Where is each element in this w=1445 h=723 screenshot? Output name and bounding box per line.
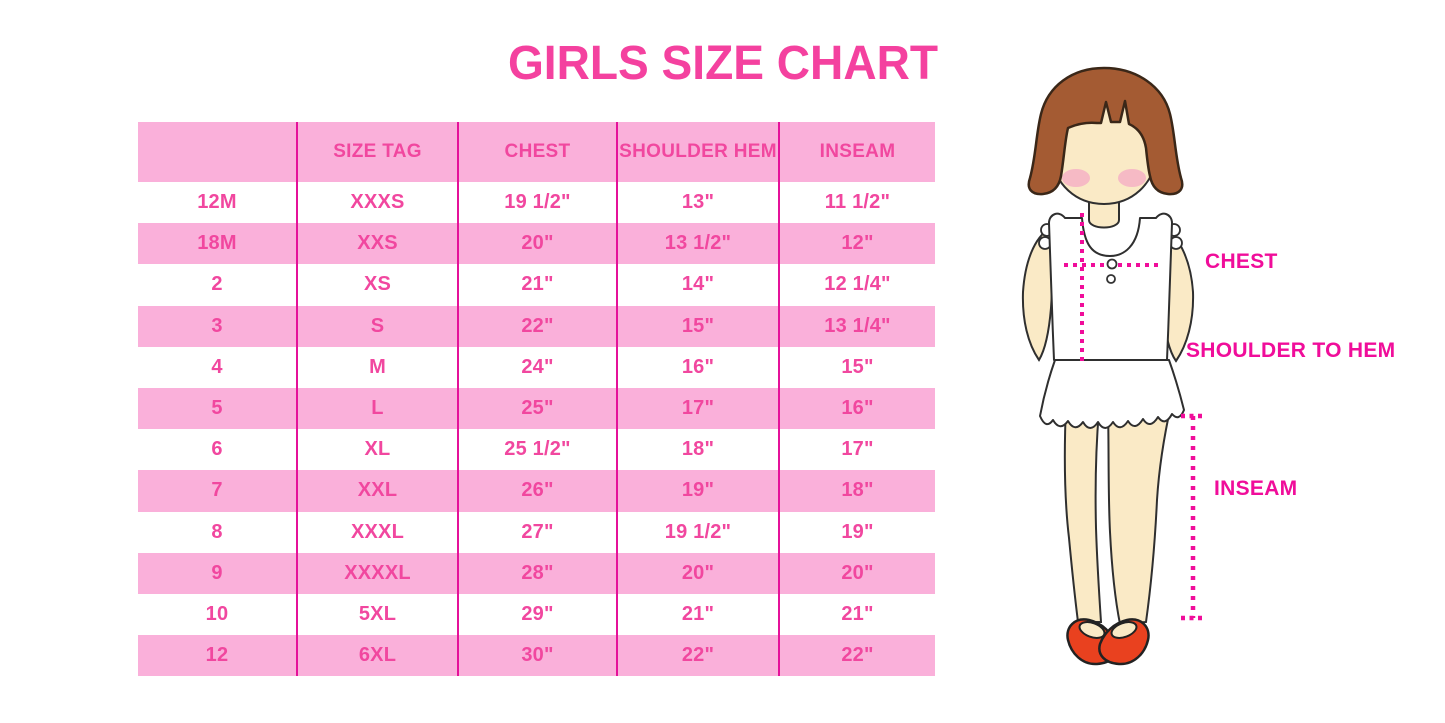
measurement-cell: M xyxy=(296,346,457,388)
table-row: 4 M 24" 16" 15" xyxy=(138,346,935,388)
measurement-cell: 13 1/4" xyxy=(778,305,935,347)
measurement-cell: XXS xyxy=(296,223,457,265)
measurement-cell: 20" xyxy=(778,552,935,594)
measurement-cell: 20" xyxy=(457,223,616,265)
measurement-cell: 22" xyxy=(616,635,778,677)
measurement-cell: 22" xyxy=(457,305,616,347)
measurement-cell: 26" xyxy=(457,470,616,512)
measurement-cell: 6XL xyxy=(296,635,457,677)
shirt-button-2 xyxy=(1106,274,1116,284)
table-header-row: SIZE TAG CHEST SHOULDER HEM INSEAM xyxy=(138,122,935,182)
column-header: CHEST xyxy=(457,122,616,182)
size-cell: 10 xyxy=(138,593,296,636)
size-cell: 4 xyxy=(138,346,296,388)
measurement-cell: L xyxy=(296,387,457,430)
table-row: 10 5XL 29" 21" 21" xyxy=(138,593,935,636)
shoe-right-opening xyxy=(1110,621,1138,639)
table-row: 2 XS 21" 14" 12 1/4" xyxy=(138,264,935,306)
measurement-cell: 19" xyxy=(616,470,778,512)
measurement-cell: 18" xyxy=(778,470,935,512)
measurement-cell: 5XL xyxy=(296,593,457,636)
measurement-cell: XXXXL xyxy=(296,552,457,594)
blush-left xyxy=(1062,169,1090,187)
measurement-cell: XS xyxy=(296,264,457,306)
size-cell: 9 xyxy=(138,552,296,594)
measurement-cell: 21" xyxy=(616,593,778,636)
table-row: 12M XXXS 19 1/2" 13" 11 1/2" xyxy=(138,182,935,224)
measurement-cell: XXL xyxy=(296,470,457,512)
measurement-cell: 17" xyxy=(778,429,935,471)
corner-cell xyxy=(138,122,296,182)
page-title: GIRLS SIZE CHART xyxy=(507,37,939,90)
column-header: SIZE TAG xyxy=(296,122,457,182)
measurement-cell: 15" xyxy=(616,305,778,347)
measurement-cell: 29" xyxy=(457,593,616,636)
measurement-cell: 21" xyxy=(778,593,935,636)
measurement-cell: 12 1/4" xyxy=(778,264,935,306)
measurement-cell: 15" xyxy=(778,346,935,388)
measurement-cell: 16" xyxy=(616,346,778,388)
measurement-cell: 18" xyxy=(616,429,778,471)
shoulder-to-hem-label: SHOULDER TO HEM xyxy=(1186,339,1396,362)
girl-leg-left xyxy=(1063,403,1103,623)
size-cell: 12M xyxy=(138,182,296,224)
size-cell: 8 xyxy=(138,511,296,553)
table-row: 7 XXL 26" 19" 18" xyxy=(138,470,935,512)
measurement-cell: 16" xyxy=(778,387,935,430)
blush-right xyxy=(1118,169,1146,187)
measurement-cell: 13" xyxy=(616,182,778,224)
size-cell: 3 xyxy=(138,305,296,347)
size-cell: 6 xyxy=(138,429,296,471)
size-chart-table: SIZE TAG CHEST SHOULDER HEM INSEAM 12M XXXS 19… xyxy=(138,122,935,677)
measurement-cell: 21" xyxy=(457,264,616,306)
measurement-cell: XXXL xyxy=(296,511,457,553)
girl-top xyxy=(1048,212,1173,361)
girl-hair xyxy=(1027,66,1184,196)
chest-label: CHEST xyxy=(1205,250,1278,273)
measurement-cell: S xyxy=(296,305,457,347)
shirt-button-1 xyxy=(1106,258,1118,270)
girl-figure-illustration xyxy=(980,60,1445,723)
measurement-cell: 19 1/2" xyxy=(616,511,778,553)
column-header: SHOULDER HEM xyxy=(616,122,778,182)
size-cell: 5 xyxy=(138,387,296,430)
measurement-cell: 22" xyxy=(778,635,935,677)
table-row: 9 XXXXL 28" 20" 20" xyxy=(138,552,935,594)
table-row: 6 XL 25 1/2" 18" 17" xyxy=(138,429,935,471)
measurement-cell: 25" xyxy=(457,387,616,430)
measurement-cell: 20" xyxy=(616,552,778,594)
measurement-cell: 27" xyxy=(457,511,616,553)
size-cell: 12 xyxy=(138,635,296,677)
measurement-cell: 12" xyxy=(778,223,935,265)
measurement-cell: 17" xyxy=(616,387,778,430)
table-row: 5 L 25" 17" 16" xyxy=(138,387,935,430)
table-row: 12 6XL 30" 22" 22" xyxy=(138,635,935,677)
measurement-cell: 14" xyxy=(616,264,778,306)
table-row: 3 S 22" 15" 13 1/4" xyxy=(138,305,935,347)
measurement-cell: 28" xyxy=(457,552,616,594)
measurement-cell: 19 1/2" xyxy=(457,182,616,224)
size-cell: 18M xyxy=(138,223,296,265)
measurement-cell: 24" xyxy=(457,346,616,388)
measurement-cell: XXXS xyxy=(296,182,457,224)
girl-skirt xyxy=(1039,359,1185,429)
inseam-label: INSEAM xyxy=(1214,477,1298,500)
table-row: 8 XXXL 27" 19 1/2" 19" xyxy=(138,511,935,553)
table-row: 18M XXS 20" 13 1/2" 12" xyxy=(138,223,935,265)
measurement-cell: 13 1/2" xyxy=(616,223,778,265)
size-cell: 7 xyxy=(138,470,296,512)
size-cell: 2 xyxy=(138,264,296,306)
measurement-cell: 25 1/2" xyxy=(457,429,616,471)
girl-leg-right xyxy=(1106,403,1173,626)
measurement-cell: 30" xyxy=(457,635,616,677)
measurement-cell: XL xyxy=(296,429,457,471)
measurement-cell: 19" xyxy=(778,511,935,553)
column-header: INSEAM xyxy=(778,122,935,182)
measurement-cell: 11 1/2" xyxy=(778,182,935,224)
